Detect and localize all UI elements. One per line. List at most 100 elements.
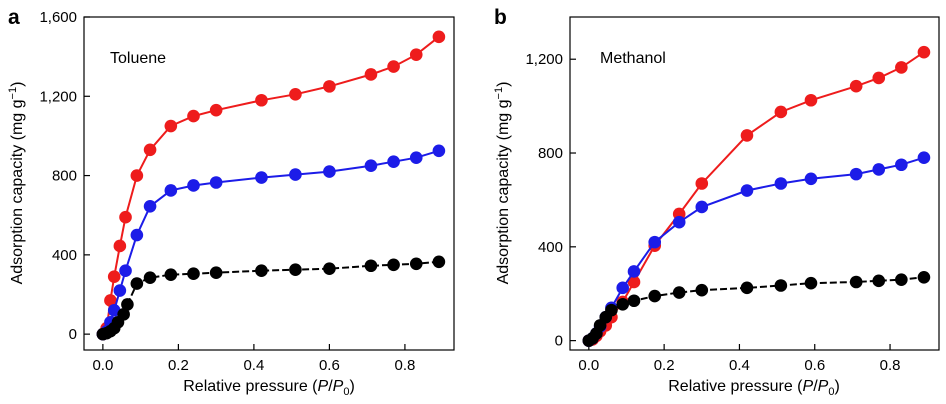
data-point-b-2-12 — [774, 279, 788, 292]
x-tick-label-b-4: 0.8 — [880, 357, 901, 374]
data-point-a-2-13 — [289, 263, 302, 277]
data-point-b-2-10 — [695, 283, 709, 297]
data-point-b-1-12 — [774, 177, 788, 190]
data-point-b-0-11 — [740, 129, 754, 142]
y-tick-label-b-2: 800 — [538, 145, 563, 162]
x-tick-label-a-0: 0.0 — [92, 357, 113, 374]
y-tick-label-b-3: 1,200 — [525, 51, 563, 68]
y-tick-label-b-1: 400 — [538, 239, 563, 256]
data-point-b-2-13 — [804, 276, 818, 290]
data-point-b-1-16 — [895, 158, 908, 172]
series-a-1 — [96, 144, 446, 341]
data-point-a-0-14 — [364, 68, 378, 81]
panel-label-b: b — [494, 6, 507, 29]
data-point-a-0-12 — [289, 88, 302, 101]
data-point-a-0-7 — [143, 143, 157, 157]
data-point-a-1-6 — [130, 228, 144, 242]
x-tick-label-a-1: 0.2 — [168, 357, 189, 374]
data-point-b-0-17 — [917, 45, 931, 59]
data-point-a-0-2 — [104, 294, 117, 307]
data-point-a-1-4 — [113, 284, 127, 297]
data-point-a-1-17 — [432, 144, 446, 158]
data-point-a-1-13 — [323, 165, 336, 178]
y-tick-label-a-0: 0 — [69, 326, 77, 343]
y-tick-label-a-3: 1,200 — [39, 88, 77, 105]
y-axis-label-b: Adsorption capacity (mg g−1) — [493, 82, 512, 285]
series-a-0 — [96, 30, 446, 341]
y-tick-label-a-2: 800 — [52, 168, 77, 185]
data-point-a-0-13 — [323, 80, 336, 93]
data-point-a-2-7 — [130, 277, 144, 290]
x-tick-label-a-3: 0.6 — [319, 357, 340, 374]
data-point-b-2-16 — [895, 273, 908, 286]
series-b-1 — [582, 151, 931, 347]
plot-series-b — [582, 45, 931, 347]
data-point-a-0-10 — [209, 103, 223, 117]
series-line-a-0 — [102, 36, 440, 335]
data-point-a-1-15 — [387, 155, 400, 168]
data-point-a-1-8 — [164, 184, 178, 197]
data-point-b-0-15 — [872, 71, 886, 85]
data-point-b-0-12 — [774, 105, 788, 119]
axes-ticks-b: 0.0 0.2 0.4 0.6 0.8 0 400 800 1,200 — [525, 51, 900, 374]
data-point-a-2-9 — [164, 268, 178, 281]
data-point-a-0-3 — [107, 270, 121, 283]
data-point-b-0-13 — [804, 93, 818, 107]
series-line-b-1 — [588, 156, 925, 342]
data-point-b-0-16 — [895, 61, 908, 74]
data-point-b-0-10 — [695, 177, 709, 190]
data-point-b-2-6 — [616, 297, 630, 311]
data-point-b-1-8 — [648, 235, 662, 249]
data-point-a-1-11 — [255, 171, 268, 184]
data-point-b-2-7 — [627, 294, 641, 308]
x-tick-label-a-4: 0.8 — [394, 357, 415, 374]
data-point-b-1-11 — [740, 184, 754, 197]
data-point-a-2-10 — [187, 267, 200, 280]
x-tick-label-b-2: 0.4 — [729, 357, 750, 374]
data-point-a-1-9 — [187, 179, 200, 192]
data-point-a-0-17 — [432, 30, 446, 44]
data-point-a-1-12 — [289, 168, 302, 181]
axes-ticks-a: 0.0 0.2 0.4 0.6 0.8 0 400 800 1,200 1,600 — [39, 9, 415, 374]
data-point-b-1-15 — [872, 163, 886, 176]
data-point-a-2-6 — [121, 298, 134, 311]
data-point-b-1-17 — [917, 151, 931, 165]
data-point-b-1-9 — [672, 215, 686, 229]
annotation-methanol: Methanol — [600, 50, 666, 67]
data-point-a-2-15 — [364, 259, 378, 273]
plot-frame-b — [569, 16, 940, 351]
panel-b: b 0.0 0.2 0.4 0.6 0.8 0 400 800 1,200 Methanol R… — [493, 6, 940, 398]
data-point-b-2-17 — [917, 271, 931, 284]
panel-a: a 0.0 0.2 0.4 0.6 0.8 0 400 800 1,200 1,600 Tolue… — [7, 6, 455, 398]
x-axis-label-b: Relative pressure (P/P0) — [668, 378, 840, 398]
data-point-b-2-9 — [672, 286, 686, 299]
series-line-a-1 — [102, 149, 440, 335]
data-point-a-0-16 — [409, 48, 423, 61]
data-point-b-1-7 — [627, 265, 641, 278]
data-point-a-1-10 — [209, 176, 223, 189]
data-point-a-0-5 — [119, 210, 132, 224]
panel-label-a: a — [8, 6, 20, 29]
data-point-a-0-8 — [164, 119, 178, 133]
data-point-a-0-11 — [255, 93, 268, 107]
data-point-a-1-7 — [143, 199, 157, 213]
data-point-a-1-14 — [364, 159, 378, 172]
data-point-b-1-13 — [804, 172, 818, 186]
annotation-toluene: Toluene — [110, 50, 166, 67]
data-point-a-2-14 — [323, 262, 336, 276]
data-point-a-1-5 — [119, 264, 132, 278]
y-tick-label-a-1: 400 — [52, 247, 77, 264]
data-point-b-2-8 — [648, 289, 662, 303]
y-tick-label-b-0: 0 — [555, 333, 563, 350]
data-point-b-0-14 — [849, 79, 863, 93]
data-point-b-2-14 — [849, 275, 863, 289]
x-axis-label-a: Relative pressure (P/P0) — [183, 378, 355, 398]
x-tick-label-b-3: 0.6 — [804, 357, 825, 374]
plot-series-a — [96, 30, 446, 341]
data-point-a-0-15 — [387, 60, 400, 73]
x-tick-label-a-2: 0.4 — [243, 357, 264, 374]
data-point-a-2-11 — [209, 266, 223, 279]
x-tick-label-b-1: 0.2 — [654, 357, 675, 374]
series-line-b-2 — [588, 276, 925, 342]
